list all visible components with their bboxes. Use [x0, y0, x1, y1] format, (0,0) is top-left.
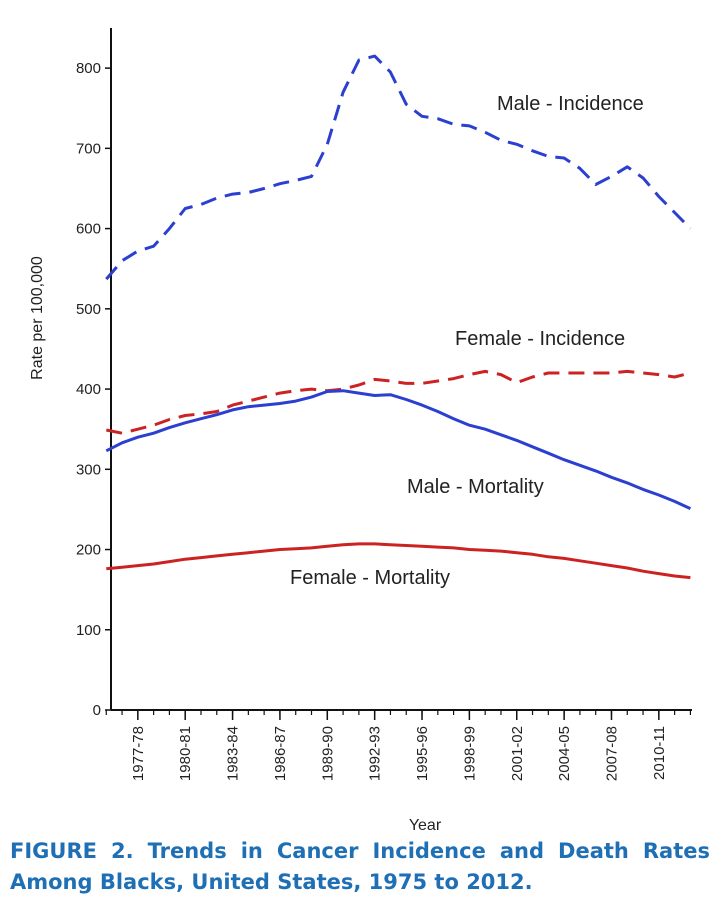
x-tick-label: 2004-05: [556, 726, 573, 781]
series-line-male-mortality: [105, 389, 692, 510]
series-line-female-incidence: [106, 369, 691, 435]
y-tick-label: 500: [76, 301, 101, 318]
x-tick-label: 1989-90: [319, 726, 336, 781]
y-tick-label: 600: [76, 221, 101, 238]
line-chart: 0 100 200 300 400 500 600 700 800 1977-78 1980-81 1…: [29, 28, 692, 834]
figure-caption: FIGURE 2. Trends in Cancer Incidence and…: [10, 836, 710, 898]
x-tick-label: 2007-08: [603, 726, 620, 781]
y-tick-label: 400: [76, 381, 101, 398]
y-tick-label: 800: [76, 60, 101, 77]
series-labels: Male - Incidence Female - Incidence Male…: [290, 93, 644, 589]
x-axis-title: Year: [409, 817, 442, 834]
series-label-male-incidence: Male - Incidence: [497, 93, 644, 115]
y-tick-label: 0: [93, 702, 101, 719]
series-label-female-incidence: Female - Incidence: [455, 328, 625, 350]
series-label-male-mortality: Male - Mortality: [407, 476, 544, 498]
axes: 0 100 200 300 400 500 600 700 800 1977-78 1980-81 1…: [76, 28, 692, 781]
y-axis-title: Rate per 100,000: [29, 256, 46, 380]
series-line-female-mortality: [106, 542, 691, 580]
y-tick-label: 700: [76, 140, 101, 157]
x-tick-label: 1986-87: [272, 726, 289, 781]
x-tick-label: 1977-78: [130, 726, 147, 781]
caption-line-2: Among Blacks, United States, 1975 to 201…: [10, 870, 533, 894]
series-layer: [105, 54, 692, 580]
x-tick-label: 1983-84: [225, 726, 242, 781]
x-tick-label: 2010-11: [651, 726, 668, 780]
x-tick-label: 1995-96: [414, 726, 431, 781]
y-tick-label: 300: [76, 461, 101, 478]
y-tick-label: 100: [76, 622, 101, 639]
series-line-male-incidence: [105, 54, 692, 281]
caption-line-1: FIGURE 2. Trends in Cancer Incidence and…: [10, 839, 710, 863]
x-tick-label: 1980-81: [177, 726, 194, 781]
series-label-female-mortality: Female - Mortality: [290, 567, 450, 589]
x-tick-label: 1992-93: [367, 726, 384, 781]
x-tick-label: 2001-02: [509, 726, 526, 781]
y-tick-label: 200: [76, 542, 101, 559]
x-tick-label: 1998-99: [461, 726, 478, 781]
